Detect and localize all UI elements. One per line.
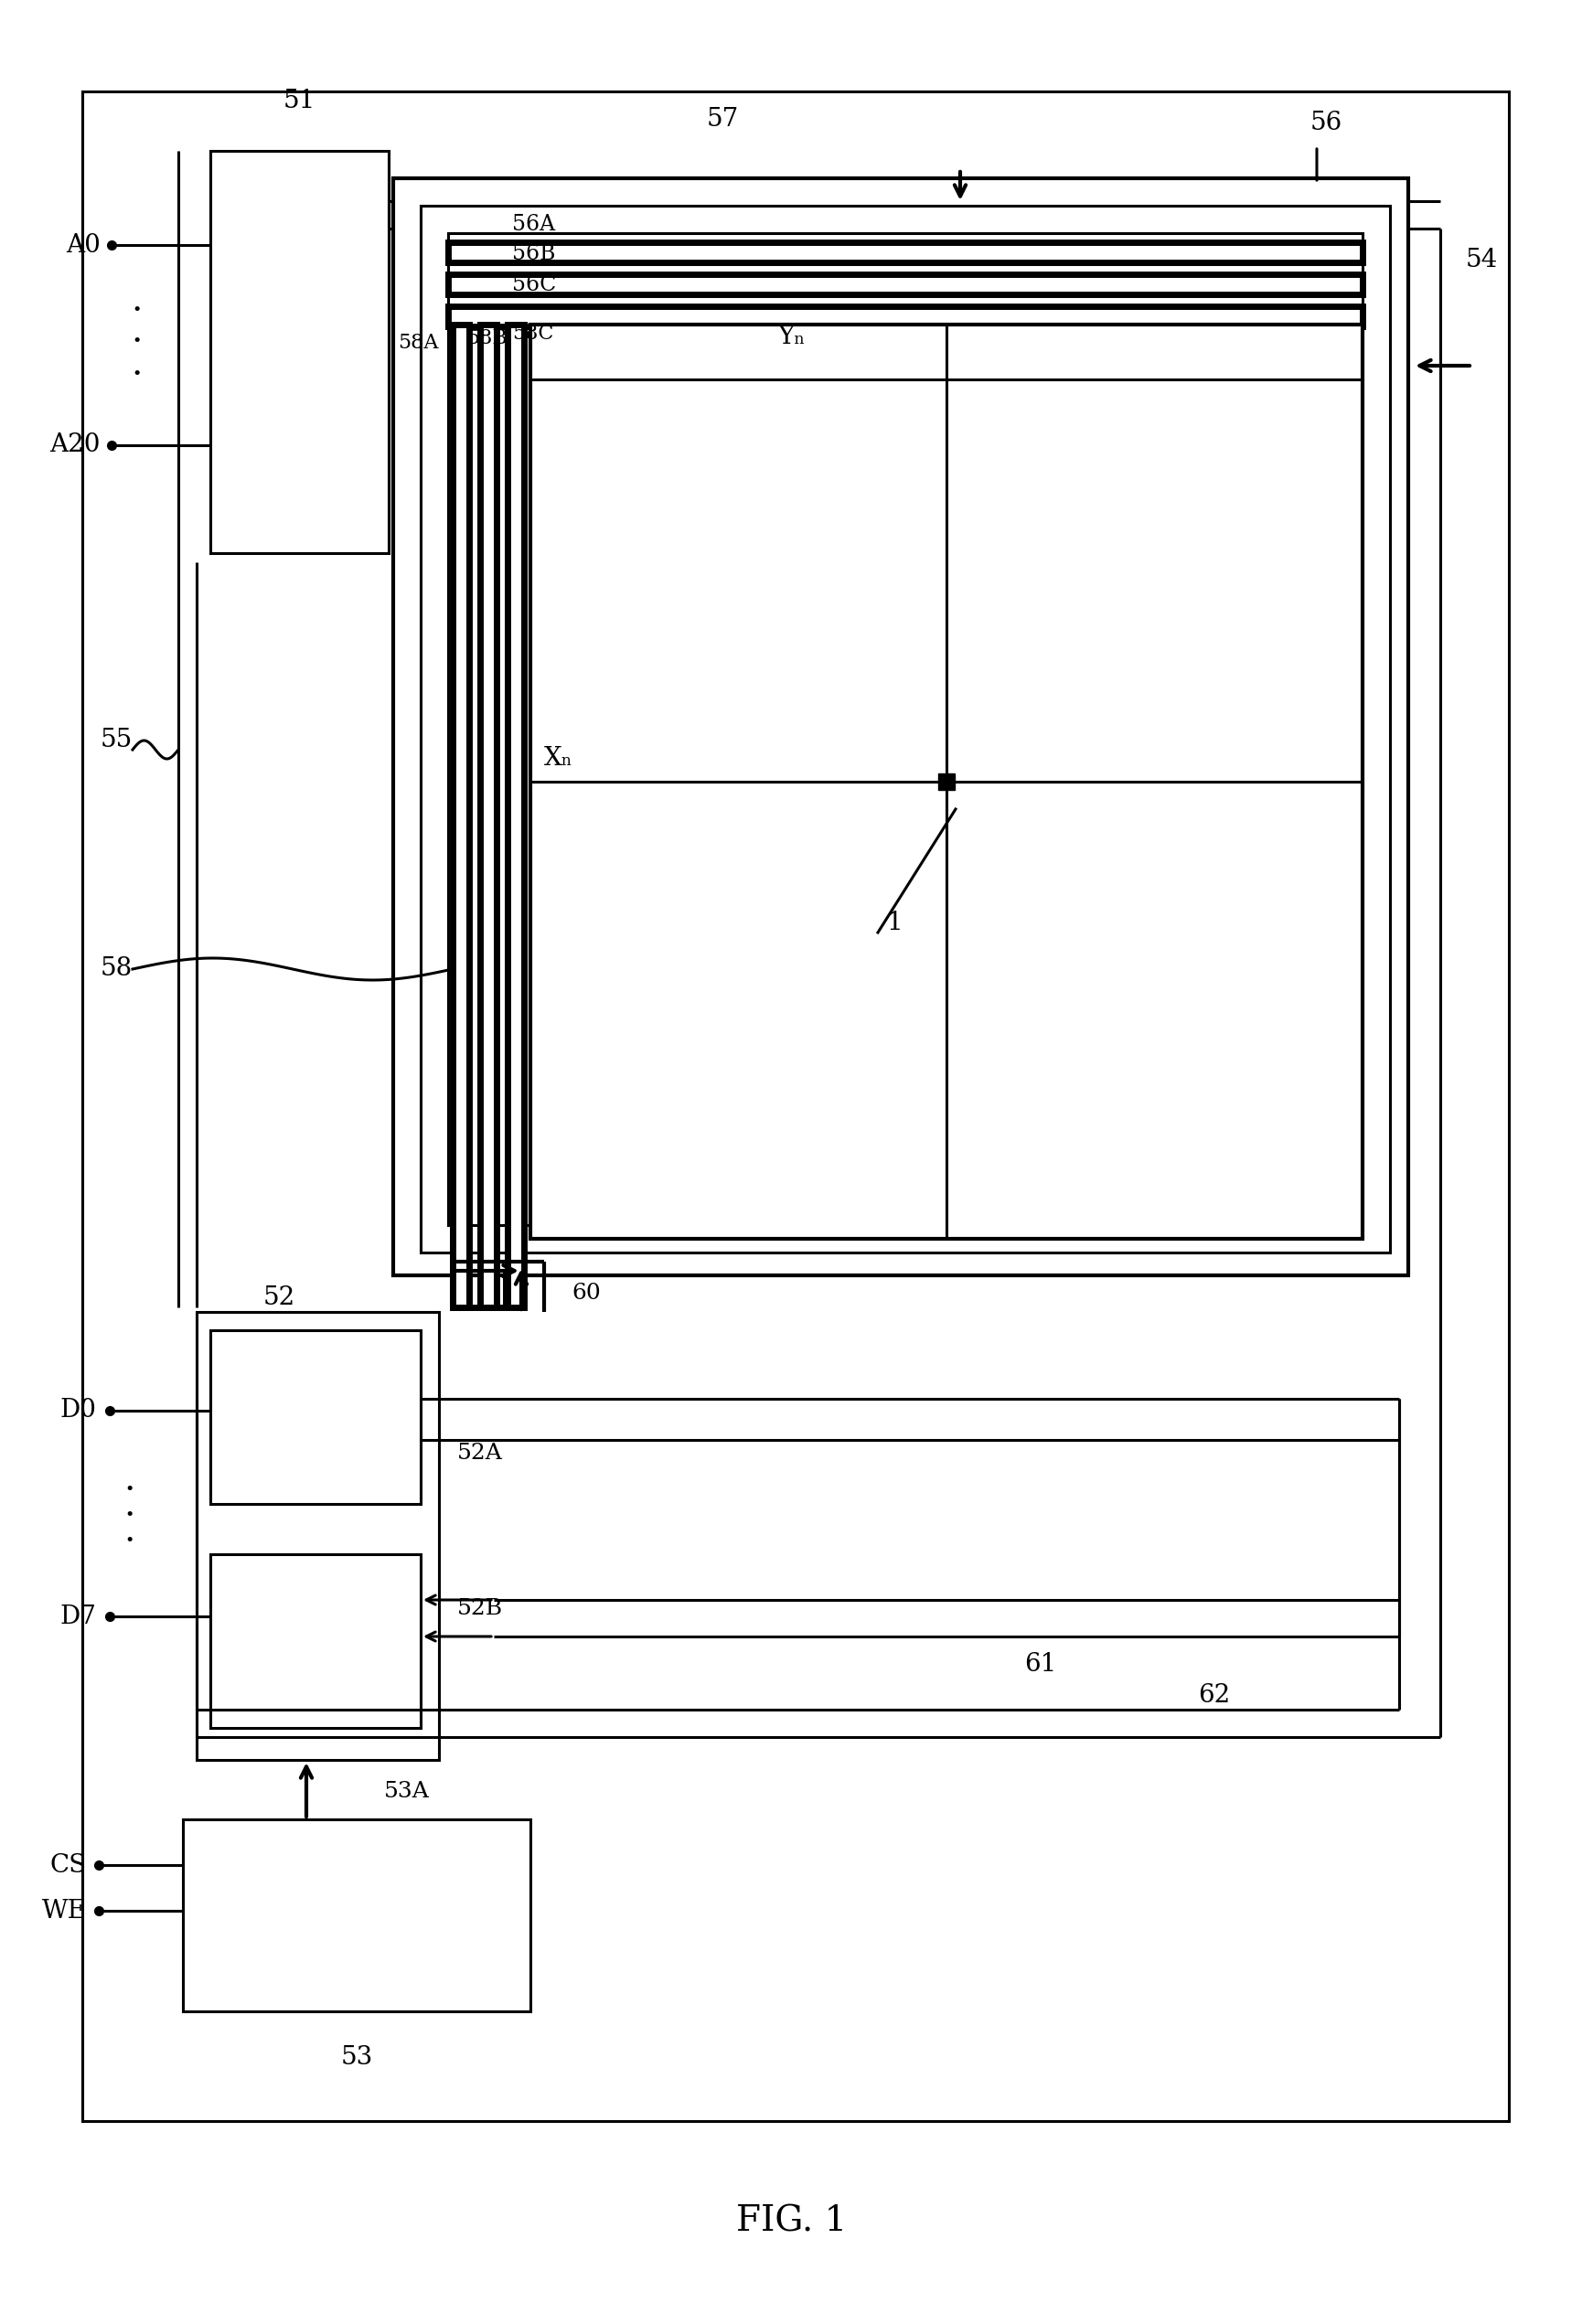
Text: 54: 54 bbox=[1465, 249, 1497, 272]
Bar bbox=[508, 325, 524, 1308]
Text: ·: · bbox=[131, 358, 142, 393]
Text: D7: D7 bbox=[60, 1604, 97, 1629]
Bar bbox=[82, 91, 1508, 2122]
Text: Yₙ: Yₙ bbox=[777, 323, 805, 349]
Bar bbox=[452, 325, 468, 1308]
Text: CS: CS bbox=[51, 1852, 87, 1878]
Text: 55: 55 bbox=[101, 727, 133, 753]
Text: ·: · bbox=[131, 325, 142, 360]
Text: 58B: 58B bbox=[467, 328, 506, 349]
Bar bbox=[184, 1820, 530, 2010]
Bar bbox=[530, 325, 1362, 1239]
Bar bbox=[196, 1313, 438, 1759]
Text: 62: 62 bbox=[1198, 1683, 1229, 1708]
Text: 56C: 56C bbox=[513, 274, 555, 295]
Text: 58C: 58C bbox=[513, 323, 554, 344]
Text: A0: A0 bbox=[66, 232, 101, 258]
Text: 56B: 56B bbox=[513, 244, 555, 265]
Text: 58A: 58A bbox=[399, 332, 438, 353]
Text: 53: 53 bbox=[340, 2045, 372, 2068]
Text: ·: · bbox=[123, 1473, 136, 1508]
Text: 1: 1 bbox=[886, 911, 903, 937]
Bar bbox=[210, 151, 389, 553]
Bar bbox=[448, 242, 1362, 263]
Text: 52: 52 bbox=[263, 1285, 294, 1311]
Text: ·: · bbox=[123, 1525, 136, 1559]
Text: 53A: 53A bbox=[384, 1783, 429, 1803]
Bar bbox=[421, 207, 1389, 1253]
Text: 52B: 52B bbox=[457, 1599, 503, 1620]
Text: D0: D0 bbox=[60, 1399, 97, 1422]
Text: 52A: 52A bbox=[457, 1443, 503, 1464]
Text: 60: 60 bbox=[571, 1283, 600, 1304]
Text: 57: 57 bbox=[706, 107, 739, 130]
Text: A20: A20 bbox=[49, 432, 101, 458]
Text: 56A: 56A bbox=[513, 214, 555, 235]
Text: ·: · bbox=[131, 293, 142, 328]
Bar bbox=[392, 179, 1408, 1276]
Text: 51: 51 bbox=[283, 88, 315, 114]
Bar bbox=[448, 232, 1362, 1225]
Text: 58: 58 bbox=[101, 957, 133, 981]
Text: ·: · bbox=[123, 1499, 136, 1534]
Text: Xₙ: Xₙ bbox=[544, 746, 573, 772]
Bar bbox=[210, 1329, 421, 1504]
Bar bbox=[448, 274, 1362, 295]
Text: 56: 56 bbox=[1308, 112, 1342, 135]
Bar bbox=[210, 1555, 421, 1729]
Text: WE: WE bbox=[43, 1899, 87, 1922]
Text: 61: 61 bbox=[1024, 1652, 1055, 1676]
Bar bbox=[448, 307, 1362, 325]
Bar bbox=[479, 325, 497, 1308]
Text: FIG. 1: FIG. 1 bbox=[736, 2205, 846, 2238]
